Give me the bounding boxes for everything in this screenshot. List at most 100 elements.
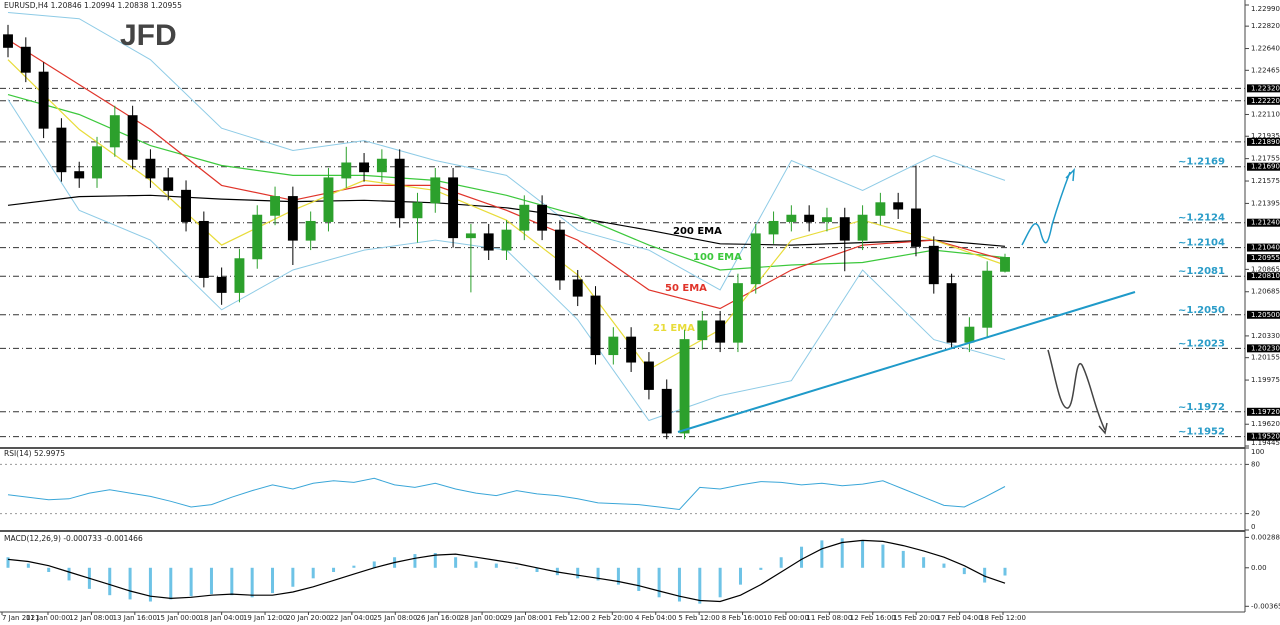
level-tag — [1247, 272, 1280, 281]
macd-bar — [271, 567, 275, 594]
macd-bar — [616, 567, 620, 585]
macd-bar — [47, 567, 51, 572]
candle-body — [643, 361, 654, 390]
x-tick-label: 25 Jan 08:00 — [373, 614, 417, 622]
candle-body — [92, 146, 102, 179]
candle-body — [252, 214, 263, 260]
signal-line — [7, 539, 1006, 603]
macd-bar — [861, 540, 865, 568]
candle-body — [964, 326, 975, 343]
level-tag — [1247, 162, 1280, 171]
level-tag — [1247, 310, 1280, 319]
y-tick-label: 1.22110 — [1251, 110, 1280, 118]
macd-bar — [169, 567, 173, 600]
macd-bar — [230, 567, 234, 596]
ema-line — [7, 39, 1006, 310]
candle-body — [697, 320, 708, 341]
x-tick-label: 20 Jan 20:00 — [286, 614, 330, 622]
level-label: 1.20810 — [1251, 272, 1280, 280]
x-tick-label: 11 Feb 08:00 — [806, 614, 852, 622]
macd-bar — [474, 561, 478, 568]
candle-body — [750, 233, 761, 285]
candle-body — [982, 270, 993, 328]
macd-bar — [433, 553, 437, 568]
x-tick-label: 10 Feb 00:00 — [763, 614, 809, 622]
macd-bar — [759, 567, 763, 570]
level-tag — [1247, 407, 1280, 416]
candle-body — [38, 71, 49, 129]
x-tick-label: 13 Jan 16:00 — [113, 614, 157, 622]
x-tick-label: 19 Jan 12:00 — [243, 614, 287, 622]
candle-body — [768, 220, 779, 235]
ema-label: 100 EMA — [693, 252, 742, 263]
candle-body — [287, 196, 298, 241]
level-label: 1.20230 — [1251, 344, 1280, 352]
arrow-head — [1065, 168, 1075, 182]
level-annotation: ~1.1952 — [1178, 427, 1225, 438]
arrow-head — [1098, 422, 1108, 435]
candle-body — [732, 283, 743, 343]
candle-body — [786, 214, 797, 222]
bollinger-band — [7, 12, 1006, 291]
level-tag — [1247, 432, 1280, 441]
candle-body — [928, 245, 939, 285]
level-tag — [1247, 137, 1280, 146]
y-tick-label: 1.21575 — [1251, 177, 1280, 185]
x-tick-label: 11 Jan 00:00 — [26, 614, 70, 622]
macd-bar — [677, 567, 681, 602]
macd-bar — [311, 567, 315, 579]
macd-bar — [413, 554, 417, 568]
macd-bar — [108, 567, 112, 596]
macd-bar — [881, 544, 885, 568]
macd-bar — [454, 557, 458, 568]
candle-body — [74, 171, 85, 179]
data-layer: EURUSD,H4 1.20846 1.20994 1.20838 1.2095… — [3, 1, 1225, 604]
x-tick-label: 12 Jan 08:00 — [69, 614, 113, 622]
x-tick-label: 22 Jan 04:00 — [330, 614, 374, 622]
last-price-label: 1.20955 — [1251, 254, 1280, 262]
ema-label: 200 EMA — [673, 226, 722, 237]
level-label: 1.20500 — [1251, 311, 1280, 319]
y-tick-label: 0.002883 — [1251, 533, 1280, 541]
candle-body — [109, 115, 120, 148]
candle-body — [822, 217, 832, 222]
macd-bar — [779, 557, 783, 568]
candle-body — [234, 258, 245, 293]
candle-body — [537, 204, 548, 231]
bearish-arrow — [1047, 349, 1106, 431]
macd-bar — [372, 561, 376, 568]
macd-bar — [209, 567, 213, 595]
candle-body — [572, 279, 583, 297]
candle-body — [163, 177, 174, 191]
macd-bar — [800, 546, 804, 568]
x-tick-label: 8 Feb 16:00 — [722, 614, 763, 622]
macd-bar — [657, 567, 661, 598]
candle-body — [626, 336, 637, 363]
macd-bar — [820, 540, 824, 568]
y-tick-label: 20 — [1251, 510, 1260, 518]
candle-body — [20, 46, 31, 73]
y-tick-label: 1.22820 — [1251, 22, 1280, 30]
macd-bar — [1003, 567, 1007, 576]
candle-body — [804, 214, 815, 222]
candle-body — [501, 229, 512, 251]
panel-title: RSI(14) 52.9975 — [4, 449, 65, 458]
x-tick-label: 15 Jan 00:00 — [156, 614, 200, 622]
ema-line — [7, 194, 1006, 247]
x-tick-label: 17 Feb 04:00 — [937, 614, 983, 622]
macd-bar — [535, 567, 539, 572]
macd-bar — [962, 567, 966, 575]
indicator-line — [7, 477, 1006, 511]
candle-body — [359, 162, 370, 173]
level-tag — [1247, 84, 1280, 93]
macd-bar — [291, 567, 295, 587]
level-label: 1.21890 — [1251, 138, 1280, 146]
x-tick-label: 5 Feb 12:00 — [678, 614, 719, 622]
macd-bar — [738, 567, 742, 585]
candle-body — [430, 177, 441, 204]
macd-bar — [352, 565, 356, 568]
candle-body — [893, 202, 904, 210]
y-tick-label: 1.20155 — [1251, 354, 1280, 362]
candle-body — [519, 204, 530, 231]
macd-bar — [983, 567, 987, 583]
